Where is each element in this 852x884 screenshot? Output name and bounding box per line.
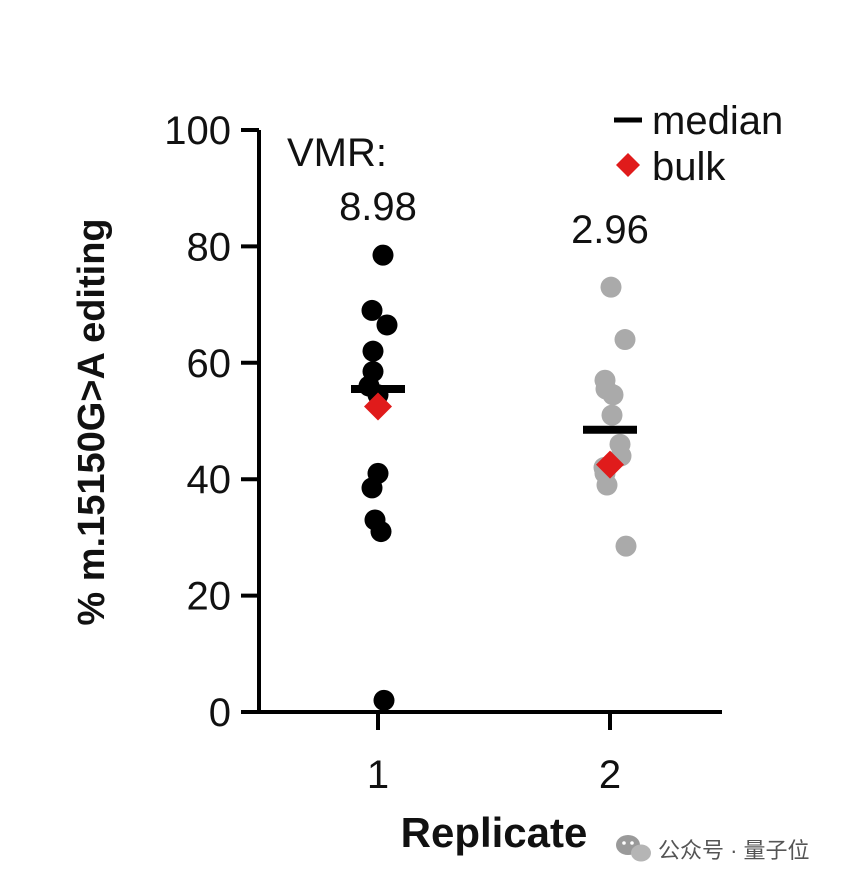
- x-tick-label: 2: [599, 753, 621, 797]
- data-point: [361, 477, 383, 499]
- wechat-icon: [616, 835, 651, 862]
- vmr-label: VMR:: [287, 131, 387, 175]
- y-tick-label: 20: [187, 575, 232, 619]
- data-point: [373, 689, 395, 711]
- data-point: [602, 384, 624, 406]
- legend-bulk-label: bulk: [652, 145, 726, 189]
- y-tick-label: 60: [187, 342, 232, 386]
- watermark-text: 公众号 · 量子位: [658, 838, 810, 863]
- data-point: [600, 276, 622, 298]
- y-tick-label: 100: [164, 109, 231, 153]
- data-point: [596, 474, 618, 496]
- y-tick-label: 0: [209, 691, 231, 735]
- x-tick-label: 1: [367, 753, 389, 797]
- y-tick-label: 40: [187, 458, 232, 502]
- legend: median bulk: [614, 99, 783, 189]
- data-point: [361, 299, 383, 321]
- x-axis-title: Replicate: [401, 809, 588, 856]
- legend-bulk-marker: [616, 153, 640, 177]
- vmr-value-replicate-2: 2.96: [571, 208, 649, 252]
- data-point: [615, 535, 637, 557]
- data-point: [614, 329, 636, 351]
- data-point: [372, 244, 394, 266]
- legend-median-label: median: [652, 99, 783, 143]
- vmr-value-replicate-1: 8.98: [339, 185, 417, 229]
- data-point: [601, 404, 623, 426]
- data-point: [362, 340, 384, 362]
- bulk-marker: [364, 392, 392, 421]
- y-axis-title: % m.15150G>A editing: [71, 218, 113, 625]
- bulk-marker: [596, 450, 624, 479]
- data-point: [370, 521, 392, 543]
- data-point: [376, 314, 398, 336]
- watermark: 公众号 · 量子位: [616, 835, 810, 863]
- y-tick-label: 80: [187, 225, 232, 269]
